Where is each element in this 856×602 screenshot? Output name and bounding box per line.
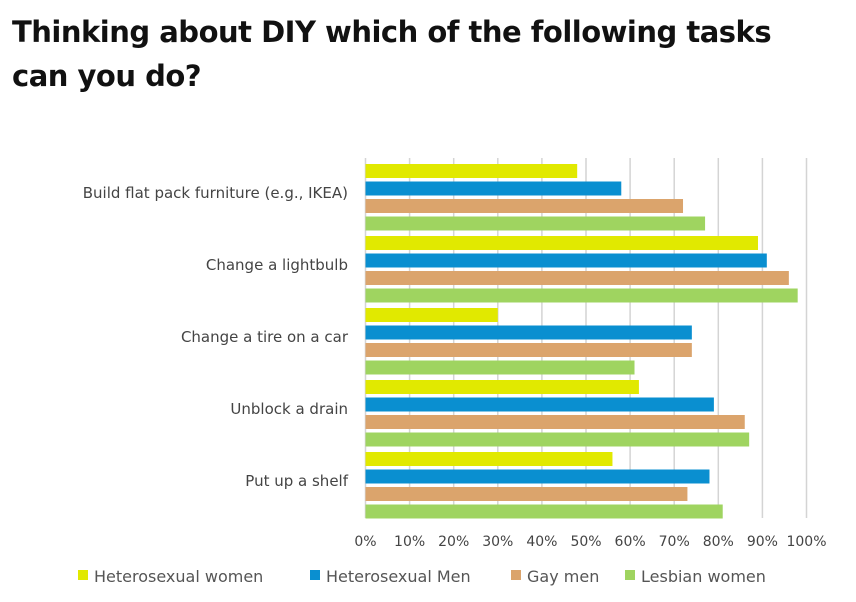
legend-label: Heterosexual Men <box>326 567 471 586</box>
bar <box>365 216 706 231</box>
bar <box>365 288 798 303</box>
x-tick-label: 50% <box>570 534 601 550</box>
bar <box>365 325 692 340</box>
bar <box>365 236 758 250</box>
bar <box>365 360 635 375</box>
legend-swatch <box>511 570 521 580</box>
x-tick-label: 70% <box>659 534 690 550</box>
category-label: Change a tire on a car <box>181 328 349 346</box>
bar <box>365 253 767 268</box>
category-label: Build flat pack furniture (e.g., IKEA) <box>83 184 348 202</box>
bar <box>365 504 723 519</box>
x-tick-label: 40% <box>526 534 557 550</box>
x-tick-label: 20% <box>438 534 469 550</box>
bar <box>365 415 745 429</box>
legend-swatch <box>310 570 320 580</box>
x-tick-label: 60% <box>615 534 646 550</box>
legend-label: Lesbian women <box>641 567 766 586</box>
bar <box>365 181 622 196</box>
bar <box>365 380 639 394</box>
x-tick-label: 100% <box>786 534 826 550</box>
bar <box>365 487 688 501</box>
legend-label: Heterosexual women <box>94 567 263 586</box>
bar <box>365 308 498 322</box>
bar <box>365 432 750 447</box>
legend-label: Gay men <box>527 567 599 586</box>
x-tick-label: 30% <box>482 534 513 550</box>
bar <box>365 343 692 357</box>
legend-swatch <box>625 570 635 580</box>
category-label: Put up a shelf <box>245 472 348 490</box>
legend-swatch <box>78 570 88 580</box>
x-tick-label: 90% <box>747 534 778 550</box>
bar <box>365 199 684 213</box>
bar <box>365 397 714 412</box>
x-tick-label: 10% <box>394 534 425 550</box>
bar <box>365 469 710 484</box>
category-label: Unblock a drain <box>230 400 348 418</box>
bar <box>365 452 613 466</box>
page-title: Thinking about DIY which of the followin… <box>12 15 772 93</box>
x-tick-label: 80% <box>703 534 734 550</box>
bar <box>365 271 789 285</box>
category-label: Change a lightbulb <box>206 256 348 274</box>
bar <box>365 164 578 178</box>
x-tick-label: 0% <box>354 534 376 550</box>
